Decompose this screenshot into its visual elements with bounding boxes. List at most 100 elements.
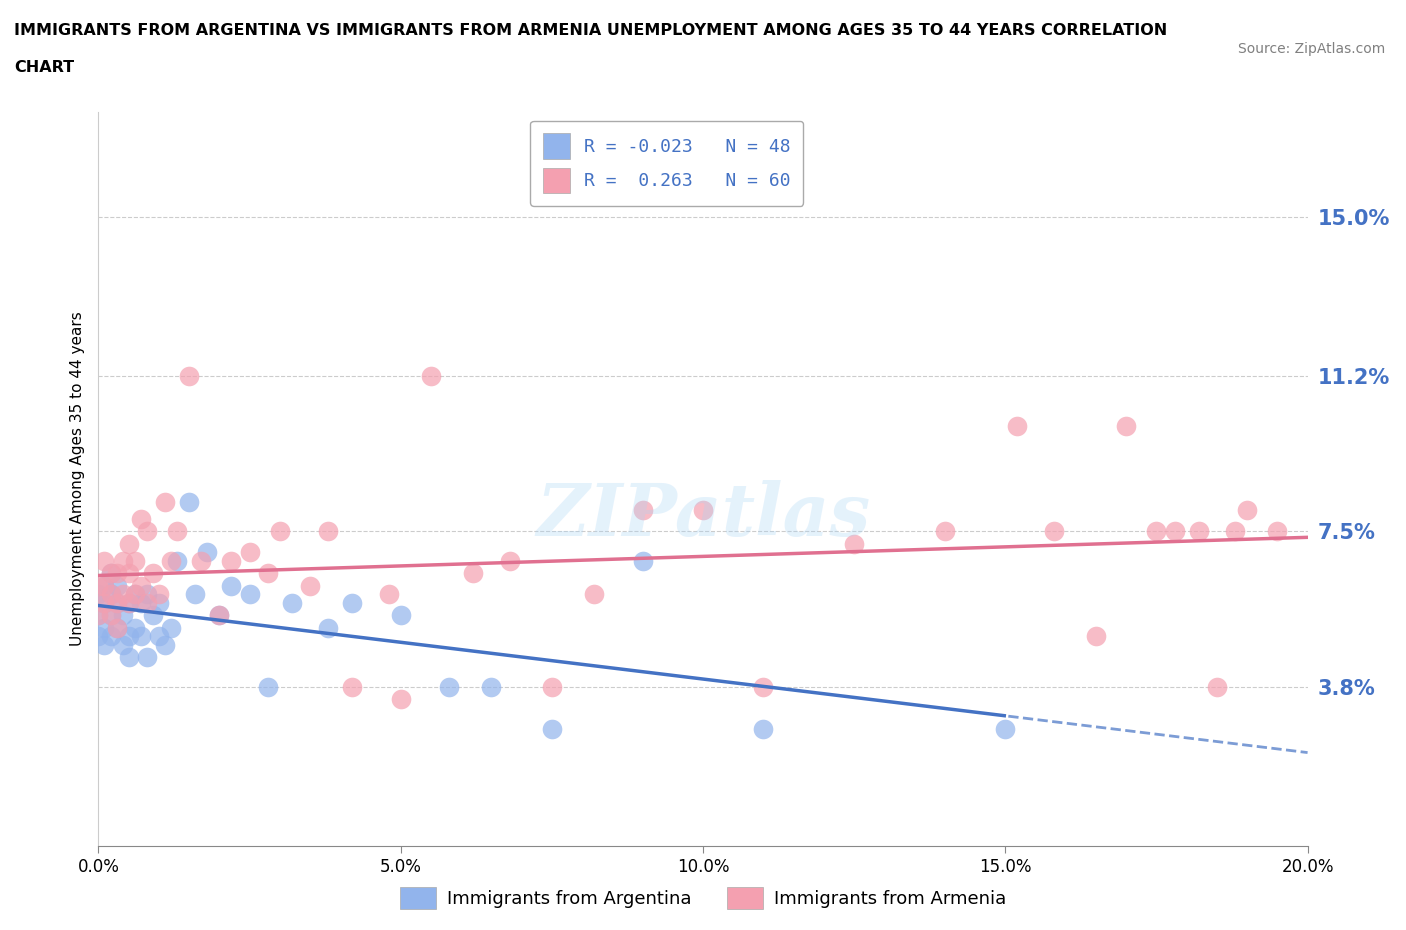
Point bbox=[179, 495, 201, 510]
Point bbox=[1188, 524, 1211, 538]
Point bbox=[87, 629, 110, 644]
Point bbox=[148, 587, 170, 602]
Point bbox=[118, 566, 141, 581]
Point bbox=[1267, 524, 1289, 538]
Point bbox=[93, 620, 115, 635]
Text: CHART: CHART bbox=[14, 60, 75, 75]
Text: ZIPatlas: ZIPatlas bbox=[536, 480, 870, 551]
Legend: Immigrants from Argentina, Immigrants from Armenia: Immigrants from Argentina, Immigrants fr… bbox=[392, 880, 1014, 916]
Point bbox=[129, 595, 152, 610]
Point bbox=[142, 608, 165, 623]
Point bbox=[844, 537, 866, 551]
Point bbox=[166, 553, 188, 568]
Point bbox=[160, 620, 183, 635]
Point bbox=[1085, 629, 1108, 644]
Point bbox=[129, 512, 152, 526]
Point bbox=[208, 608, 231, 623]
Point bbox=[389, 692, 412, 707]
Point bbox=[934, 524, 956, 538]
Y-axis label: Unemployment Among Ages 35 to 44 years: Unemployment Among Ages 35 to 44 years bbox=[69, 312, 84, 646]
Point bbox=[540, 679, 562, 694]
Point bbox=[118, 595, 141, 610]
Point bbox=[256, 566, 278, 581]
Point bbox=[631, 553, 654, 568]
Point bbox=[1115, 419, 1137, 434]
Point bbox=[87, 608, 110, 623]
Point bbox=[463, 566, 485, 581]
Point bbox=[437, 679, 460, 694]
Point bbox=[269, 524, 291, 538]
Point bbox=[100, 566, 122, 581]
Point bbox=[124, 620, 146, 635]
Point bbox=[135, 524, 157, 538]
Point bbox=[93, 637, 115, 652]
Point bbox=[87, 578, 110, 593]
Point bbox=[342, 679, 364, 694]
Point bbox=[142, 566, 165, 581]
Point bbox=[93, 595, 115, 610]
Point bbox=[129, 578, 152, 593]
Point bbox=[105, 620, 128, 635]
Point bbox=[316, 620, 339, 635]
Point bbox=[100, 566, 122, 581]
Point bbox=[135, 595, 157, 610]
Point bbox=[105, 566, 128, 581]
Point bbox=[184, 587, 207, 602]
Point bbox=[111, 608, 134, 623]
Point bbox=[124, 553, 146, 568]
Point bbox=[100, 629, 122, 644]
Point bbox=[135, 587, 157, 602]
Point bbox=[752, 722, 775, 737]
Point bbox=[105, 578, 128, 593]
Point bbox=[377, 587, 399, 602]
Point bbox=[93, 553, 115, 568]
Point bbox=[195, 545, 218, 560]
Point bbox=[135, 650, 157, 665]
Point bbox=[994, 722, 1017, 737]
Point bbox=[111, 587, 134, 602]
Point bbox=[87, 608, 110, 623]
Point bbox=[342, 595, 364, 610]
Point bbox=[166, 524, 188, 538]
Point bbox=[105, 595, 128, 610]
Point bbox=[100, 587, 122, 602]
Point bbox=[481, 679, 503, 694]
Text: Source: ZipAtlas.com: Source: ZipAtlas.com bbox=[1237, 42, 1385, 56]
Point bbox=[153, 637, 176, 652]
Point bbox=[1223, 524, 1246, 538]
Point bbox=[583, 587, 606, 602]
Point bbox=[692, 503, 714, 518]
Point bbox=[221, 578, 243, 593]
Point bbox=[153, 495, 176, 510]
Point bbox=[239, 545, 262, 560]
Point bbox=[498, 553, 520, 568]
Point bbox=[540, 722, 562, 737]
Point bbox=[389, 608, 412, 623]
Point bbox=[118, 595, 141, 610]
Point bbox=[100, 608, 122, 623]
Legend: R = -0.023   N = 48, R =  0.263   N = 60: R = -0.023 N = 48, R = 0.263 N = 60 bbox=[530, 121, 803, 206]
Point bbox=[420, 368, 443, 383]
Point bbox=[148, 595, 170, 610]
Point bbox=[281, 595, 304, 610]
Point bbox=[124, 587, 146, 602]
Point bbox=[221, 553, 243, 568]
Text: IMMIGRANTS FROM ARGENTINA VS IMMIGRANTS FROM ARMENIA UNEMPLOYMENT AMONG AGES 35 : IMMIGRANTS FROM ARGENTINA VS IMMIGRANTS … bbox=[14, 23, 1167, 38]
Point bbox=[299, 578, 322, 593]
Point bbox=[111, 637, 134, 652]
Point bbox=[1163, 524, 1185, 538]
Point bbox=[179, 368, 201, 383]
Point bbox=[124, 587, 146, 602]
Point bbox=[100, 587, 122, 602]
Point bbox=[239, 587, 262, 602]
Point bbox=[118, 537, 141, 551]
Point bbox=[256, 679, 278, 694]
Point bbox=[100, 608, 122, 623]
Point bbox=[1007, 419, 1029, 434]
Point bbox=[87, 587, 110, 602]
Point bbox=[1206, 679, 1229, 694]
Point bbox=[190, 553, 212, 568]
Point bbox=[118, 650, 141, 665]
Point bbox=[1236, 503, 1258, 518]
Point bbox=[208, 608, 231, 623]
